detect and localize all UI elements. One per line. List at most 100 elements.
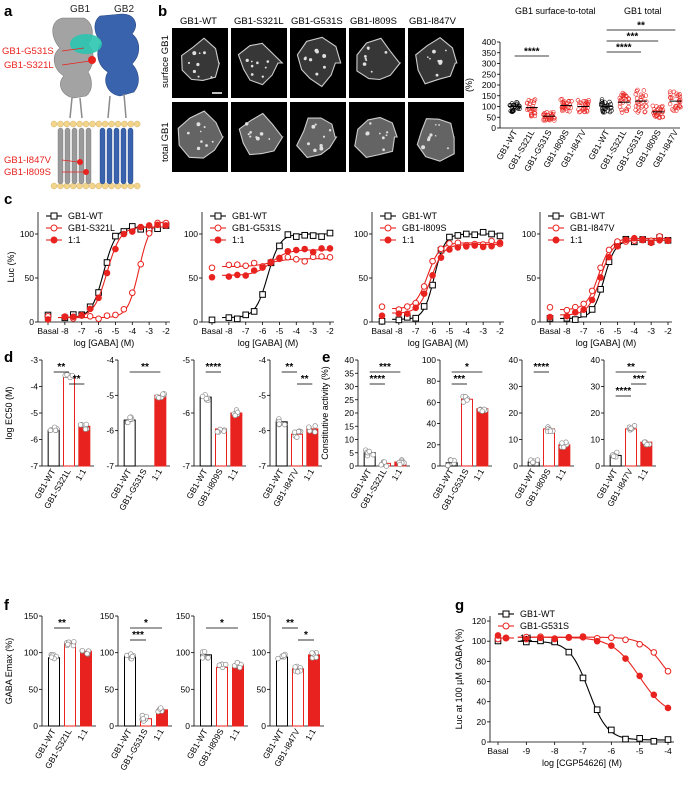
- data-point: [412, 304, 420, 312]
- legend-label: GB1-G531S: [520, 621, 569, 631]
- data-point: [420, 290, 428, 297]
- gb1-helix: [71, 127, 78, 185]
- data-point: [95, 294, 102, 302]
- data-point: [552, 224, 560, 232]
- scatter-point: [532, 97, 538, 102]
- gb2-helix: [99, 127, 106, 185]
- x-tick-label: -3: [145, 326, 153, 336]
- x-axis-title: log [GABA] (M): [74, 338, 135, 348]
- x-tick-label: 1:1: [151, 727, 166, 742]
- cell-puncta: [378, 132, 381, 135]
- data-point: [446, 246, 453, 253]
- y-tick-label: 150: [176, 611, 190, 621]
- cell-puncta: [438, 59, 443, 64]
- y-tick-label: 0: [431, 461, 436, 471]
- micro-row-label-total: total GB1: [160, 122, 171, 162]
- y-tick-label: -5: [106, 390, 114, 400]
- f-ylabel: GABA Emax (%): [4, 638, 14, 705]
- cell-puncta: [259, 132, 264, 136]
- data-point: [309, 248, 317, 256]
- data-point: [636, 735, 643, 742]
- scatter-point: [511, 103, 517, 108]
- data-point: [242, 272, 250, 279]
- cell-puncta: [245, 58, 249, 62]
- y-tick-label: 0: [513, 461, 518, 471]
- scatter-point: [528, 99, 534, 104]
- replicate-point: [281, 652, 287, 658]
- cell-puncta: [245, 122, 249, 126]
- y-tick-label: 20: [477, 717, 487, 727]
- cell-puncta: [381, 136, 385, 140]
- replicate-point: [611, 453, 617, 459]
- replicate-point: [282, 421, 288, 428]
- b-plot-title-1: GB1 surface-to-total: [515, 6, 596, 16]
- scatter-point: [656, 110, 661, 116]
- scatter-point: [677, 97, 683, 102]
- data-point: [496, 239, 504, 246]
- x-tick-label: 1:1: [149, 467, 164, 482]
- lipid-head: [50, 182, 58, 190]
- scatter-point: [651, 110, 656, 115]
- cell-puncta: [363, 55, 367, 58]
- y-tick-label: -6: [106, 426, 114, 436]
- data-point: [103, 269, 111, 277]
- x-tick-label: -2: [162, 326, 170, 336]
- scatter-point: [635, 110, 641, 115]
- x-tick-label: Basal: [371, 326, 392, 336]
- replicate-point: [366, 448, 372, 455]
- scatter-point: [674, 108, 679, 113]
- cell-puncta: [382, 148, 385, 152]
- legend-label: GB1-G531S: [232, 223, 281, 233]
- sig-label: **: [58, 618, 66, 629]
- cell-puncta: [250, 60, 253, 63]
- sig-label: *: [465, 362, 469, 373]
- pointer-i847v: [61, 159, 79, 163]
- y-tick-label: 50: [189, 273, 199, 283]
- bar: [543, 428, 555, 467]
- data-point: [137, 260, 145, 268]
- lipid-head: [114, 120, 122, 128]
- scatter-point: [634, 89, 639, 94]
- cell-puncta: [196, 146, 201, 151]
- x-tick-label: -3: [479, 326, 487, 336]
- y-tick-label: 80: [427, 376, 437, 386]
- data-point: [284, 253, 292, 261]
- y-tick-label: 0: [491, 123, 496, 133]
- cell-outline: [177, 110, 225, 159]
- y-tick-label: 40: [591, 355, 601, 365]
- scatter-point: [575, 98, 581, 103]
- replicate-point: [201, 649, 208, 655]
- data-point: [259, 264, 266, 271]
- data-point: [502, 610, 510, 618]
- replicate-point: [83, 421, 89, 428]
- replicate-point: [628, 425, 634, 431]
- cell-puncta: [200, 140, 203, 143]
- cell-outline: [354, 116, 398, 159]
- data-point: [494, 632, 502, 639]
- gb2-helix: [113, 127, 120, 185]
- legend-label: GB1-S321L: [68, 223, 115, 233]
- data-point: [259, 291, 266, 298]
- x-tick-label: 1:1: [73, 467, 88, 482]
- data-point: [50, 236, 58, 244]
- d-ylabel: log EC50 (M): [4, 386, 14, 439]
- y-tick-label: 100: [100, 648, 114, 658]
- data-point: [597, 274, 604, 281]
- x-tick-label: -5: [636, 746, 644, 756]
- replicate-point: [203, 395, 209, 402]
- replicate-point: [71, 639, 77, 645]
- scatter-point: [652, 112, 657, 118]
- cell-puncta: [196, 62, 200, 67]
- data-point: [462, 243, 470, 250]
- scatter-point: [659, 104, 664, 110]
- scatter-point: [671, 108, 676, 113]
- x-tick-label: -8: [225, 326, 233, 336]
- replicate-point: [129, 653, 136, 660]
- x-tick-label: -6: [95, 326, 103, 336]
- dose-response-c2: 0 50 100 Basal -8 -7 -6 -5 -4 -3 -2 log [GABA] (M) G…: [184, 211, 334, 348]
- cell-puncta: [445, 49, 447, 52]
- cell-outline: [181, 37, 221, 81]
- data-point: [267, 258, 275, 266]
- y-tick-label: 100: [184, 229, 198, 239]
- x-tick-label: -7: [242, 326, 250, 336]
